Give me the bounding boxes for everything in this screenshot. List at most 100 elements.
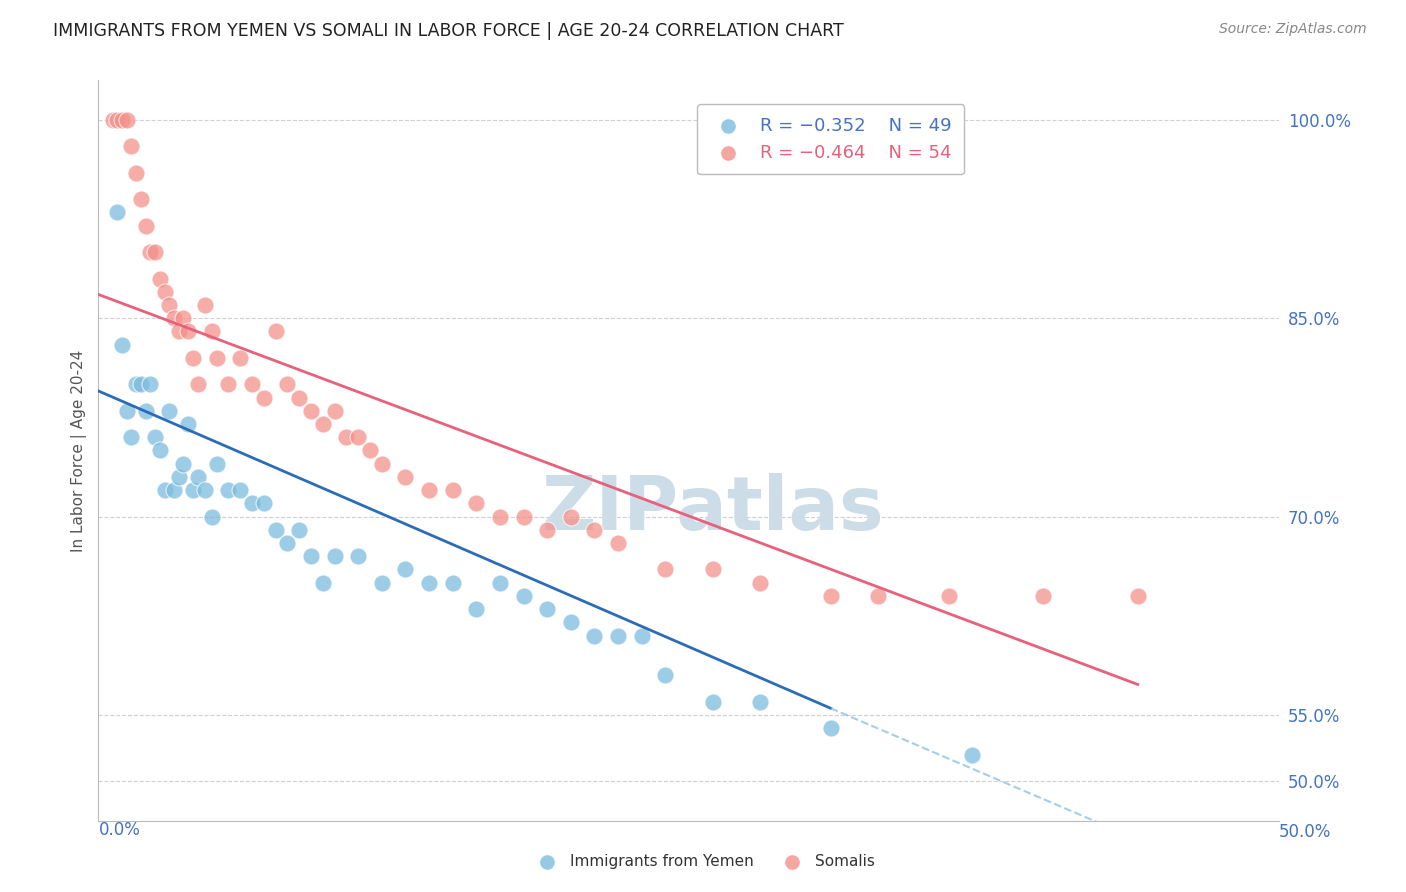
Text: IMMIGRANTS FROM YEMEN VS SOMALI IN LABOR FORCE | AGE 20-24 CORRELATION CHART: IMMIGRANTS FROM YEMEN VS SOMALI IN LABOR… <box>53 22 844 40</box>
Point <box>394 562 416 576</box>
Point <box>167 325 190 339</box>
Point <box>288 391 311 405</box>
Point <box>125 166 148 180</box>
Point <box>312 575 335 590</box>
Point <box>938 589 960 603</box>
Point <box>607 536 630 550</box>
Point <box>560 509 582 524</box>
Point <box>276 536 298 550</box>
Point <box>465 496 488 510</box>
Point <box>135 219 157 233</box>
Point <box>229 483 252 497</box>
Point <box>181 483 204 497</box>
Point <box>194 483 217 497</box>
Point <box>129 377 152 392</box>
Point <box>139 245 162 260</box>
Point <box>866 589 889 603</box>
Point <box>394 470 416 484</box>
Point <box>962 747 984 762</box>
Point <box>441 575 464 590</box>
Point <box>359 443 381 458</box>
Point <box>205 457 228 471</box>
Point <box>371 457 394 471</box>
Point <box>583 629 606 643</box>
Point <box>139 377 162 392</box>
Text: Source: ZipAtlas.com: Source: ZipAtlas.com <box>1219 22 1367 37</box>
Point <box>167 470 190 484</box>
Point <box>201 509 224 524</box>
Point <box>135 404 157 418</box>
Point <box>181 351 204 365</box>
Point <box>172 457 194 471</box>
Legend: R = −0.352    N = 49, R = −0.464    N = 54: R = −0.352 N = 49, R = −0.464 N = 54 <box>697 104 965 175</box>
Point <box>115 112 138 127</box>
Point <box>347 430 370 444</box>
Point <box>240 377 263 392</box>
Point <box>143 245 166 260</box>
Point <box>121 139 143 153</box>
Point <box>323 549 346 564</box>
Point <box>702 695 724 709</box>
Point <box>264 325 287 339</box>
Point <box>217 483 239 497</box>
Point <box>654 668 676 682</box>
Point <box>187 470 209 484</box>
Point <box>157 404 180 418</box>
Point <box>702 562 724 576</box>
Point <box>149 271 172 285</box>
Point <box>229 351 252 365</box>
Point <box>111 337 134 351</box>
Point <box>129 192 152 206</box>
Point <box>748 575 770 590</box>
Point <box>143 430 166 444</box>
Point <box>299 404 322 418</box>
Point <box>512 509 534 524</box>
Point <box>240 496 263 510</box>
Point <box>253 391 276 405</box>
Point <box>583 523 606 537</box>
Point <box>177 325 200 339</box>
Point <box>163 311 186 326</box>
Point <box>371 575 394 590</box>
Point <box>194 298 217 312</box>
Y-axis label: In Labor Force | Age 20-24: In Labor Force | Age 20-24 <box>72 350 87 551</box>
Point <box>115 404 138 418</box>
Point <box>172 311 194 326</box>
Point <box>276 377 298 392</box>
Point <box>205 351 228 365</box>
Point <box>264 523 287 537</box>
Point <box>201 325 224 339</box>
Point <box>654 562 676 576</box>
Point <box>489 509 512 524</box>
Point <box>125 377 148 392</box>
Point <box>418 575 440 590</box>
Text: 0.0%: 0.0% <box>98 821 141 838</box>
Point <box>607 629 630 643</box>
Point <box>335 430 357 444</box>
Point <box>253 496 276 510</box>
Point <box>312 417 335 431</box>
Point <box>418 483 440 497</box>
Point <box>153 483 176 497</box>
Point <box>288 523 311 537</box>
Point <box>536 602 558 616</box>
Point <box>153 285 176 299</box>
Legend: Immigrants from Yemen, Somalis: Immigrants from Yemen, Somalis <box>526 848 880 875</box>
Point <box>489 575 512 590</box>
Text: ZIPatlas: ZIPatlas <box>541 473 884 546</box>
Point <box>121 430 143 444</box>
Point <box>560 615 582 630</box>
Point <box>187 377 209 392</box>
Point <box>105 112 128 127</box>
Point <box>163 483 186 497</box>
Point <box>820 589 842 603</box>
Point <box>512 589 534 603</box>
Point <box>177 417 200 431</box>
Point <box>1126 589 1149 603</box>
Point <box>157 298 180 312</box>
Point <box>217 377 239 392</box>
Point <box>347 549 370 564</box>
Point <box>1032 589 1054 603</box>
Point <box>536 523 558 537</box>
Point <box>748 695 770 709</box>
